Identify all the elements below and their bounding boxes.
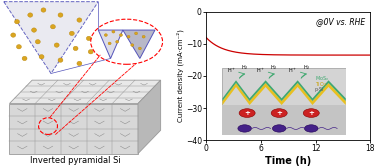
Circle shape	[88, 50, 93, 54]
Polygon shape	[138, 80, 161, 154]
Circle shape	[86, 36, 91, 41]
Circle shape	[70, 31, 74, 36]
Circle shape	[108, 42, 111, 45]
Circle shape	[73, 46, 78, 51]
Circle shape	[17, 45, 21, 49]
Circle shape	[138, 47, 141, 50]
Circle shape	[135, 32, 138, 35]
Circle shape	[41, 8, 46, 12]
Text: @0V vs. RHE: @0V vs. RHE	[316, 17, 366, 26]
Circle shape	[77, 61, 82, 66]
Polygon shape	[98, 30, 123, 58]
Polygon shape	[9, 80, 161, 104]
Circle shape	[22, 56, 27, 61]
Circle shape	[112, 30, 115, 33]
Circle shape	[54, 43, 59, 47]
Circle shape	[58, 58, 63, 62]
Circle shape	[11, 33, 16, 37]
Circle shape	[39, 55, 44, 59]
X-axis label: Time (h): Time (h)	[265, 156, 311, 166]
Circle shape	[142, 35, 145, 38]
Circle shape	[77, 18, 82, 22]
Circle shape	[104, 34, 107, 36]
Circle shape	[36, 40, 40, 44]
Circle shape	[127, 35, 130, 38]
Polygon shape	[4, 2, 98, 73]
Circle shape	[31, 28, 36, 32]
Polygon shape	[123, 30, 155, 58]
Polygon shape	[9, 104, 138, 154]
Y-axis label: Current density (mA·cm⁻²): Current density (mA·cm⁻²)	[177, 30, 184, 122]
Circle shape	[14, 20, 20, 24]
Text: Inverted pyramidal Si: Inverted pyramidal Si	[30, 156, 121, 165]
Circle shape	[28, 13, 33, 17]
Circle shape	[119, 34, 122, 36]
Circle shape	[131, 44, 134, 46]
Circle shape	[116, 40, 119, 43]
Circle shape	[58, 13, 63, 17]
Circle shape	[51, 25, 56, 29]
